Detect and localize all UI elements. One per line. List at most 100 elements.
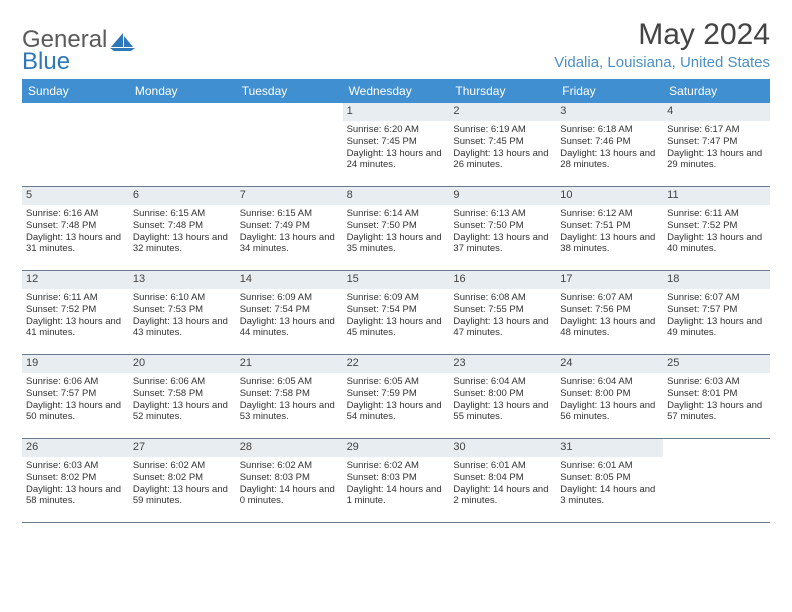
daylight-text: Daylight: 13 hours and 54 minutes. [347,400,446,424]
day-number: 22 [343,355,450,373]
calendar-cell: 4Sunrise: 6:17 AMSunset: 7:47 PMDaylight… [663,103,770,187]
sunrise-text: Sunrise: 6:03 AM [26,460,125,472]
sunrise-text: Sunrise: 6:06 AM [133,376,232,388]
day-number: 2 [449,103,556,121]
sunset-text: Sunset: 7:45 PM [347,136,446,148]
daylight-text: Daylight: 13 hours and 53 minutes. [240,400,339,424]
calendar-cell: 18Sunrise: 6:07 AMSunset: 7:57 PMDayligh… [663,271,770,355]
day-number: 25 [663,355,770,373]
day-number: 10 [556,187,663,205]
day-number: 18 [663,271,770,289]
day-number: 19 [22,355,129,373]
calendar-cell: 17Sunrise: 6:07 AMSunset: 7:56 PMDayligh… [556,271,663,355]
sunrise-text: Sunrise: 6:09 AM [347,292,446,304]
sunrise-text: Sunrise: 6:19 AM [453,124,552,136]
day-number: 24 [556,355,663,373]
sunset-text: Sunset: 7:46 PM [560,136,659,148]
calendar-cell: 29Sunrise: 6:02 AMSunset: 8:03 PMDayligh… [343,439,450,523]
sunset-text: Sunset: 7:54 PM [347,304,446,316]
sunset-text: Sunset: 8:03 PM [347,472,446,484]
sunrise-text: Sunrise: 6:20 AM [347,124,446,136]
day-number: 11 [663,187,770,205]
day-number: 3 [556,103,663,121]
calendar-cell: 3Sunrise: 6:18 AMSunset: 7:46 PMDaylight… [556,103,663,187]
sunrise-text: Sunrise: 6:03 AM [667,376,766,388]
day-header: Saturday [663,79,770,103]
daylight-text: Daylight: 13 hours and 26 minutes. [453,148,552,172]
sunrise-text: Sunrise: 6:15 AM [240,208,339,220]
calendar-cell [129,103,236,187]
calendar-cell: 19Sunrise: 6:06 AMSunset: 7:57 PMDayligh… [22,355,129,439]
sunset-text: Sunset: 7:48 PM [133,220,232,232]
sunset-text: Sunset: 7:50 PM [453,220,552,232]
sunset-text: Sunset: 7:50 PM [347,220,446,232]
day-number: 31 [556,439,663,457]
calendar-cell: 24 Sunrise: 6:04 AMSunset: 8:00 PMDayligh… [556,355,663,439]
daylight-text: Daylight: 13 hours and 44 minutes. [240,316,339,340]
calendar-cell: 13 Sunrise: 6:10 AMSunset: 7:53 PMDayligh… [129,271,236,355]
calendar-cell [236,103,343,187]
calendar-cell: 2Sunrise: 6:19 AMSunset: 7:45 PMDaylight… [449,103,556,187]
daylight-text: Daylight: 13 hours and 47 minutes. [453,316,552,340]
day-number: 15 [343,271,450,289]
calendar-cell: 30Sunrise: 6:01 AMSunset: 8:04 PMDayligh… [449,439,556,523]
daylight-text: Daylight: 13 hours and 59 minutes. [133,484,232,508]
calendar-cell: 20Sunrise: 6:06 AMSunset: 7:58 PMDayligh… [129,355,236,439]
calendar-cell: 16Sunrise: 6:08 AMSunset: 7:55 PMDayligh… [449,271,556,355]
daylight-text: Daylight: 14 hours and 3 minutes. [560,484,659,508]
calendar-cell: 23Sunrise: 6:04 AMSunset: 8:00 PMDayligh… [449,355,556,439]
sunrise-text: Sunrise: 6:07 AM [560,292,659,304]
sunrise-text: Sunrise: 6:04 AM [560,376,659,388]
day-header: Thursday [449,79,556,103]
sunset-text: Sunset: 8:03 PM [240,472,339,484]
daylight-text: Daylight: 13 hours and 41 minutes. [26,316,125,340]
sunset-text: Sunset: 8:02 PM [133,472,232,484]
day-number: 4 [663,103,770,121]
sunrise-text: Sunrise: 6:04 AM [453,376,552,388]
day-number: 8 [343,187,450,205]
daylight-text: Daylight: 14 hours and 2 minutes. [453,484,552,508]
calendar-cell: 31Sunrise: 6:01 AMSunset: 8:05 PMDayligh… [556,439,663,523]
day-number: 23 [449,355,556,373]
sunrise-text: Sunrise: 6:15 AM [133,208,232,220]
daylight-text: Daylight: 13 hours and 58 minutes. [26,484,125,508]
calendar-cell [663,439,770,523]
day-number: 17 [556,271,663,289]
sunset-text: Sunset: 7:53 PM [133,304,232,316]
sunrise-text: Sunrise: 6:07 AM [667,292,766,304]
day-number: 13 [129,271,236,289]
daylight-text: Daylight: 13 hours and 37 minutes. [453,232,552,256]
sunset-text: Sunset: 7:59 PM [347,388,446,400]
daylight-text: Daylight: 13 hours and 31 minutes. [26,232,125,256]
daylight-text: Daylight: 13 hours and 43 minutes. [133,316,232,340]
daylight-text: Daylight: 13 hours and 57 minutes. [667,400,766,424]
day-header: Monday [129,79,236,103]
sunset-text: Sunset: 7:48 PM [26,220,125,232]
sunset-text: Sunset: 8:00 PM [560,388,659,400]
sunset-text: Sunset: 8:02 PM [26,472,125,484]
calendar-cell: 11Sunrise: 6:11 AMSunset: 7:52 PMDayligh… [663,187,770,271]
calendar-cell: 12Sunrise: 6:11 AMSunset: 7:52 PMDayligh… [22,271,129,355]
header: General May 2024 Vidalia, Louisiana, Uni… [22,18,770,71]
daylight-text: Daylight: 13 hours and 45 minutes. [347,316,446,340]
sunrise-text: Sunrise: 6:18 AM [560,124,659,136]
calendar-cell: 9Sunrise: 6:13 AMSunset: 7:50 PMDaylight… [449,187,556,271]
daylight-text: Daylight: 13 hours and 55 minutes. [453,400,552,424]
sunrise-text: Sunrise: 6:02 AM [240,460,339,472]
daylight-text: Daylight: 13 hours and 56 minutes. [560,400,659,424]
logo-text-2: Blue [22,48,70,76]
day-header: Sunday [22,79,129,103]
sunrise-text: Sunrise: 6:12 AM [560,208,659,220]
day-header: Wednesday [343,79,450,103]
day-number: 9 [449,187,556,205]
location-text: Vidalia, Louisiana, United States [554,54,770,71]
day-number: 21 [236,355,343,373]
sunrise-text: Sunrise: 6:11 AM [667,208,766,220]
sunrise-text: Sunrise: 6:10 AM [133,292,232,304]
day-number: 14 [236,271,343,289]
day-number: 29 [343,439,450,457]
calendar-cell: 21Sunrise: 6:05 AMSunset: 7:58 PMDayligh… [236,355,343,439]
sunset-text: Sunset: 7:57 PM [26,388,125,400]
daylight-text: Daylight: 13 hours and 34 minutes. [240,232,339,256]
sail-icon [109,30,137,50]
